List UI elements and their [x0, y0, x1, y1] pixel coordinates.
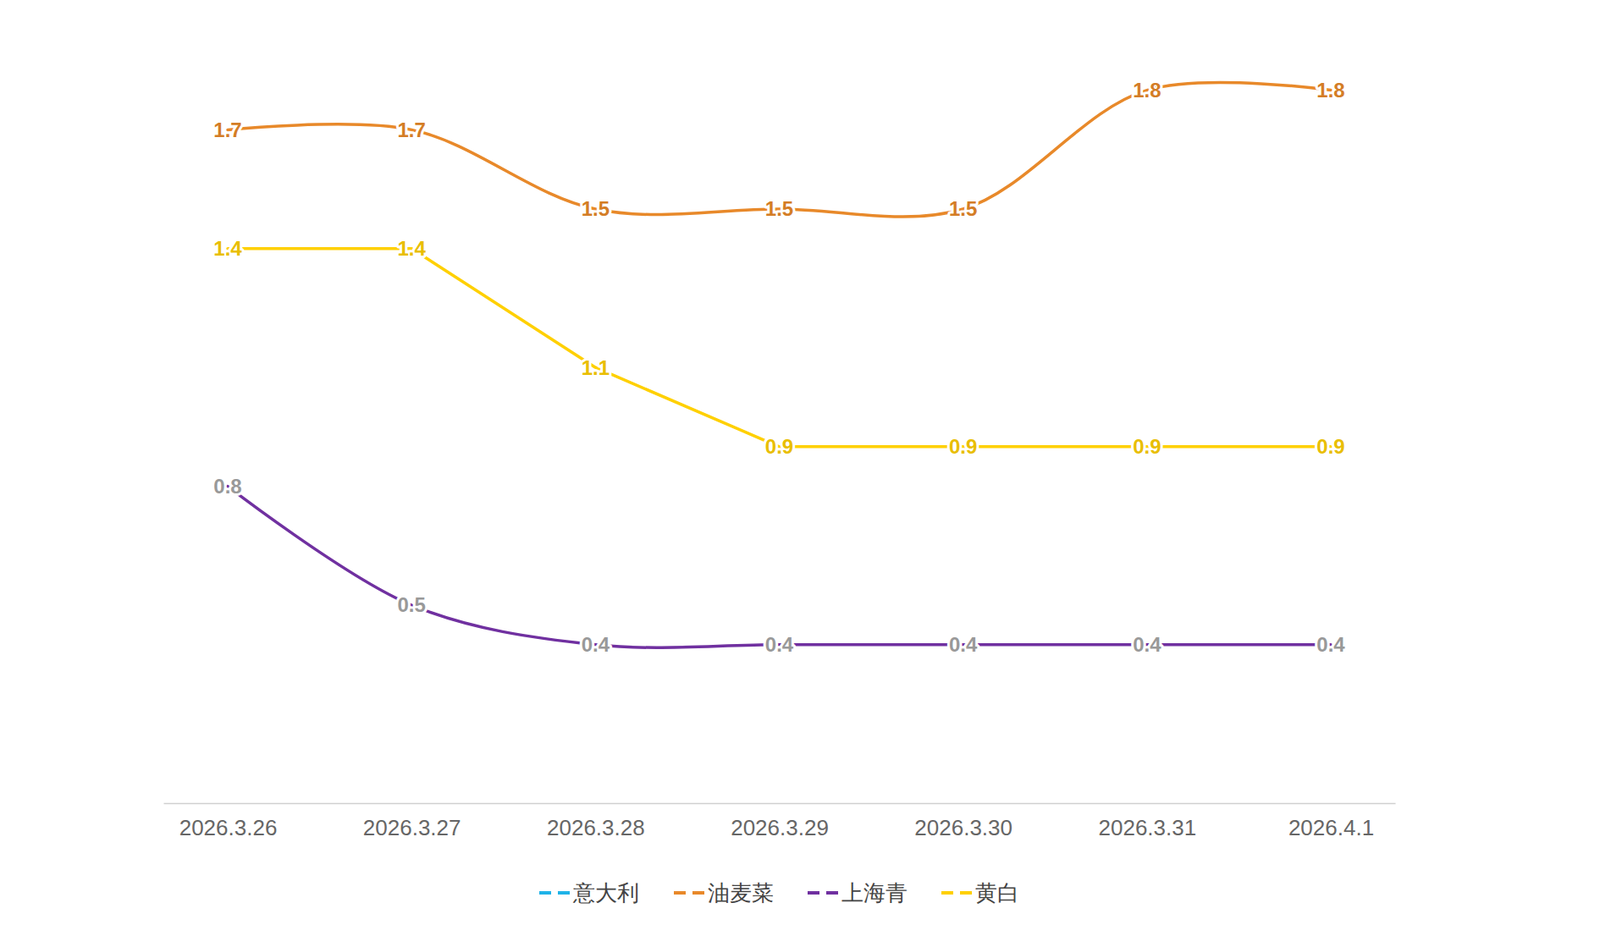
data-label: 0.4 — [581, 633, 611, 657]
data-labels: 1.7 1.7 1.5 1.5 1.5 1.8 1.8 0.8 0.5 0.4 0.4 0.4 0.4 0… — [213, 78, 1346, 657]
data-label: 1.5 — [765, 197, 794, 221]
data-label: 1.8 — [1132, 78, 1161, 102]
x-tick-label: 2026.3.27 — [363, 815, 462, 841]
data-label: 1.4 — [397, 237, 426, 260]
data-label: 1.5 — [581, 197, 610, 221]
data-label: 1.8 — [1316, 78, 1345, 102]
legend-swatch — [826, 891, 839, 895]
data-label: 0.4 — [1316, 633, 1346, 657]
x-tick-label: 2026.3.26 — [179, 815, 278, 841]
data-label: 1.4 — [213, 237, 243, 260]
legend-item: 上海青 — [807, 880, 908, 906]
x-tick-label: 2026.3.31 — [1097, 815, 1197, 841]
lines — [227, 82, 1331, 648]
x-tick: 2026.3.26 — [179, 803, 278, 841]
x-tick: 2026.3.27 — [363, 803, 462, 841]
x-tick-label: 2026.3.30 — [914, 815, 1013, 841]
data-label: 1.7 — [213, 118, 242, 142]
data-label: 0.4 — [765, 633, 795, 657]
legend-label: 黄白 — [975, 880, 1020, 906]
x-tick: 2026.3.28 — [546, 803, 646, 841]
legend-swatch — [807, 891, 820, 895]
legend-swatch — [692, 891, 705, 895]
chart: 2026.3.26 2026.3.27 2026.3.28 2026.3.29 2026… — [0, 0, 1600, 936]
legend: 意大利 油麦菜 上海青 黄白 — [539, 880, 1020, 906]
x-axis-line — [164, 803, 1396, 806]
series-line — [227, 82, 1331, 217]
legend-swatch — [960, 891, 972, 895]
x-tick: 2026.3.30 — [914, 803, 1013, 841]
data-label: 1.7 — [397, 118, 425, 142]
legend-swatch — [557, 891, 570, 895]
series-line — [227, 248, 1331, 447]
legend-item: 油麦菜 — [673, 880, 774, 906]
data-label: 0.4 — [1132, 633, 1162, 657]
data-label: 1.5 — [948, 197, 977, 221]
legend-label: 油麦菜 — [707, 880, 774, 906]
legend-swatch — [673, 891, 686, 895]
x-tick-label: 2026.4.1 — [1288, 815, 1374, 841]
data-label: 0.9 — [765, 435, 794, 458]
x-tick: 2026.3.31 — [1097, 803, 1197, 841]
x-tick-label: 2026.3.29 — [730, 815, 829, 841]
data-label: 0.9 — [948, 435, 977, 458]
x-axis: 2026.3.26 2026.3.27 2026.3.28 2026.3.29 2026… — [164, 803, 1396, 841]
legend-item: 意大利 — [539, 880, 640, 906]
data-label: 1.1 — [581, 356, 610, 380]
data-label: 0.4 — [948, 633, 978, 657]
data-label: 0.9 — [1316, 435, 1345, 458]
x-tick-label: 2026.3.28 — [546, 815, 646, 841]
data-label: 0.5 — [397, 593, 425, 617]
legend-item: 黄白 — [941, 880, 1020, 906]
legend-swatch — [539, 891, 552, 895]
x-tick: 2026.3.29 — [730, 803, 829, 841]
legend-swatch — [941, 891, 954, 895]
legend-label: 意大利 — [572, 880, 640, 906]
legend-label: 上海青 — [841, 880, 908, 906]
data-label: 0.9 — [1132, 435, 1161, 458]
x-tick: 2026.4.1 — [1288, 803, 1374, 841]
series-line — [227, 486, 1331, 649]
data-label: 0.8 — [213, 474, 242, 498]
